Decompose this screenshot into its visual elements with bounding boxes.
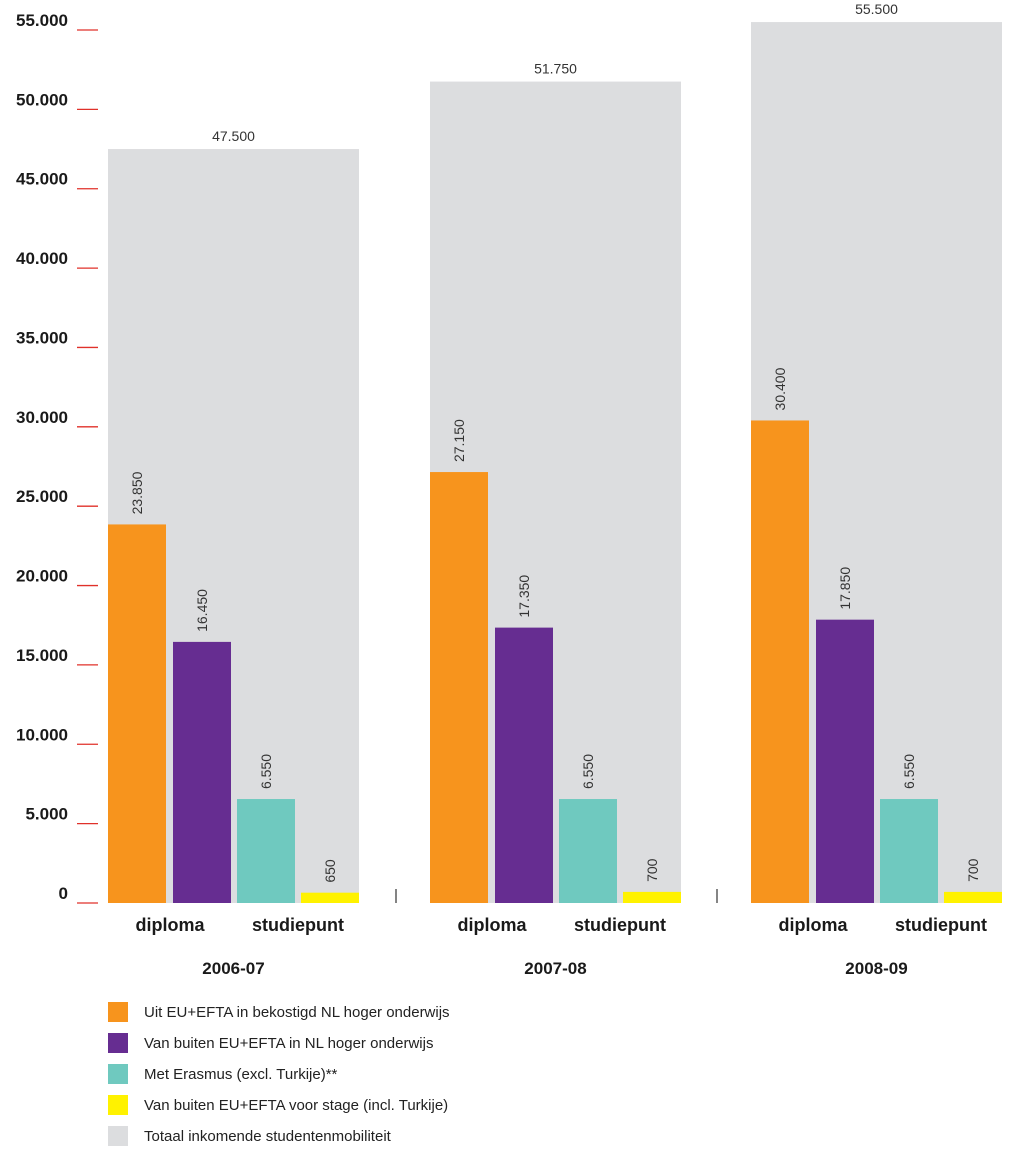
bar-eu-efta-diploma bbox=[751, 420, 809, 903]
bar-eu-efta-diploma bbox=[108, 524, 166, 903]
bar-outside-eu-efta bbox=[173, 641, 231, 903]
y-tick-label: 0 bbox=[59, 884, 68, 903]
bar-eu-efta-diploma bbox=[430, 472, 488, 903]
y-tick-label: 20.000 bbox=[16, 567, 68, 586]
bar-stage bbox=[301, 892, 359, 903]
legend-swatch-outside-eu-efta bbox=[108, 1033, 128, 1053]
bar-value-label: 17.850 bbox=[837, 567, 853, 610]
legend-swatch-eu-efta-diploma bbox=[108, 1002, 128, 1022]
legend-item-outside-eu-efta: Van buiten EU+EFTA in NL hoger onderwijs bbox=[108, 1033, 450, 1053]
bar-stage bbox=[944, 891, 1002, 903]
y-tick-label: 10.000 bbox=[16, 725, 68, 744]
bar-value-label: 30.400 bbox=[772, 367, 788, 410]
category-label-studiepunt: studiepunt bbox=[574, 915, 666, 935]
bar-value-label: 700 bbox=[644, 858, 660, 882]
legend-swatch-erasmus bbox=[108, 1064, 128, 1084]
y-tick-label: 55.000 bbox=[16, 11, 68, 30]
legend-swatch-total bbox=[108, 1126, 128, 1146]
bar-value-label: 6.550 bbox=[580, 754, 596, 789]
bar-outside-eu-efta bbox=[816, 619, 874, 903]
bar-erasmus bbox=[237, 799, 295, 903]
legend-swatch-stage bbox=[108, 1095, 128, 1115]
legend-item-stage: Van buiten EU+EFTA voor stage (incl. Tur… bbox=[108, 1095, 450, 1115]
bar-outside-eu-efta bbox=[495, 627, 553, 903]
category-label-studiepunt: studiepunt bbox=[252, 915, 344, 935]
bar-value-label: 17.350 bbox=[516, 575, 532, 618]
bar-value-label: 27.150 bbox=[451, 419, 467, 462]
legend: Uit EU+EFTA in bekostigd NL hoger onderw… bbox=[108, 1002, 450, 1157]
bar-value-label: 6.550 bbox=[901, 754, 917, 789]
legend-label: Totaal inkomende studentenmobiliteit bbox=[144, 1127, 391, 1145]
total-value-label: 51.750 bbox=[534, 61, 577, 77]
legend-item-erasmus: Met Erasmus (excl. Turkije)** bbox=[108, 1064, 450, 1084]
y-tick-label: 45.000 bbox=[16, 170, 68, 189]
bar-erasmus bbox=[880, 799, 938, 903]
y-tick-label: 15.000 bbox=[16, 646, 68, 665]
bar-value-label: 6.550 bbox=[258, 754, 274, 789]
bar-stage bbox=[623, 891, 681, 903]
year-label: 2006-07 bbox=[202, 959, 264, 978]
total-value-label: 55.500 bbox=[855, 1, 898, 17]
legend-label: Met Erasmus (excl. Turkije)** bbox=[144, 1065, 338, 1083]
bar-chart: 0 5.000 10.000 15.000 20.000 25.000 30.000 35.0… bbox=[16, 1, 1002, 978]
y-tick-label: 50.000 bbox=[16, 90, 68, 109]
y-tick-label: 40.000 bbox=[16, 249, 68, 268]
year-label: 2008-09 bbox=[845, 959, 907, 978]
legend-item-eu-efta-diploma: Uit EU+EFTA in bekostigd NL hoger onderw… bbox=[108, 1002, 450, 1022]
legend-label: Uit EU+EFTA in bekostigd NL hoger onderw… bbox=[144, 1003, 450, 1021]
category-label-diploma: diploma bbox=[457, 915, 527, 935]
legend-label: Van buiten EU+EFTA voor stage (incl. Tur… bbox=[144, 1096, 449, 1114]
legend-item-total: Totaal inkomende studentenmobiliteit bbox=[108, 1126, 450, 1146]
bar-value-label: 700 bbox=[965, 858, 981, 882]
y-tick-label: 35.000 bbox=[16, 328, 68, 347]
total-value-label: 47.500 bbox=[212, 128, 255, 144]
y-tick-label: 5.000 bbox=[25, 805, 68, 824]
category-label-diploma: diploma bbox=[778, 915, 848, 935]
bar-value-label: 23.850 bbox=[129, 471, 145, 514]
bar-erasmus bbox=[559, 799, 617, 903]
category-label-diploma: diploma bbox=[135, 915, 205, 935]
bar-value-label: 650 bbox=[322, 859, 338, 883]
y-tick-label: 25.000 bbox=[16, 487, 68, 506]
bar-value-label: 16.450 bbox=[194, 589, 210, 632]
legend-label: Van buiten EU+EFTA in NL hoger onderwijs bbox=[144, 1034, 434, 1052]
category-label-studiepunt: studiepunt bbox=[895, 915, 987, 935]
year-label: 2007-08 bbox=[524, 959, 586, 978]
y-tick-label: 30.000 bbox=[16, 408, 68, 427]
